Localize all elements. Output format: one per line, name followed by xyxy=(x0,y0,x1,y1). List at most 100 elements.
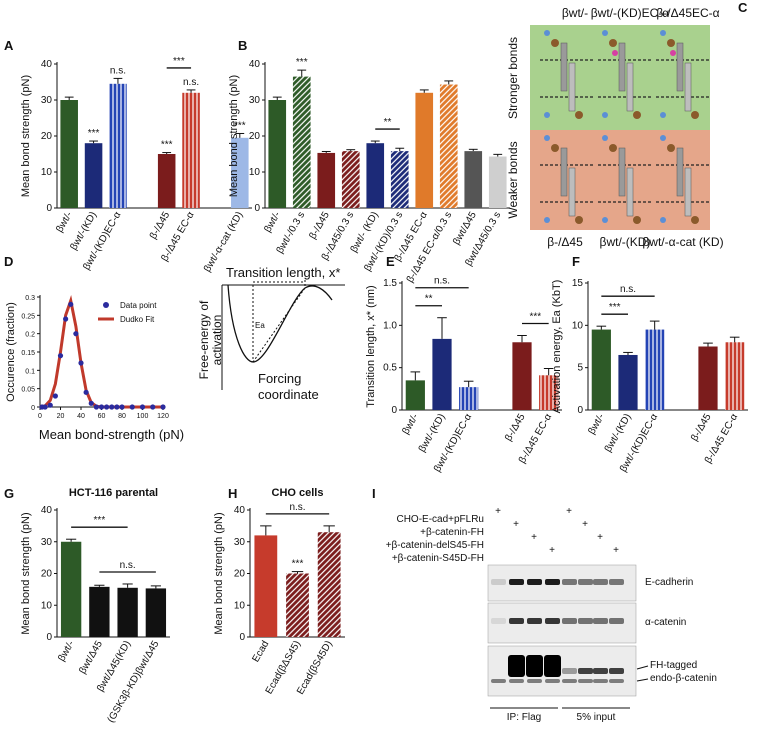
panel-letter: B xyxy=(238,38,247,53)
protein-blob xyxy=(667,39,675,47)
panel-letter: D xyxy=(4,254,13,269)
blot-band xyxy=(545,579,560,585)
y-tick-label: 15 xyxy=(572,278,584,289)
protein-blob xyxy=(633,216,641,224)
chart-title: CHO cells xyxy=(272,487,324,499)
significance-label: *** xyxy=(234,120,246,131)
column-label: β-/Δ45EC-α xyxy=(656,6,719,20)
condition-mark: + xyxy=(513,519,519,530)
cadherin-rod xyxy=(568,167,576,217)
x-tick-label: βwt/Δ45 xyxy=(77,639,105,676)
column-label: β-/Δ45 xyxy=(547,235,583,249)
condition-mark: + xyxy=(566,506,572,517)
panel-letter: E xyxy=(386,254,395,269)
y-tick-label: 20 xyxy=(41,569,53,580)
tag-arrow xyxy=(636,665,649,670)
blot-band xyxy=(593,679,608,683)
bar xyxy=(292,76,311,208)
protein-blob xyxy=(609,39,617,47)
y-tick-label: 20 xyxy=(41,131,53,142)
blot-band xyxy=(509,679,524,683)
bar xyxy=(341,151,360,208)
bar xyxy=(117,587,138,637)
cadherin-rod xyxy=(560,147,568,197)
y-tick-label: 10 xyxy=(249,167,261,178)
condition-mark: + xyxy=(597,532,603,543)
x-tick-label: β-/Δ45 xyxy=(503,412,528,444)
x-tick-label: 60 xyxy=(98,413,106,420)
blot-band xyxy=(593,618,608,624)
blot-band xyxy=(491,679,506,683)
blot-band xyxy=(545,679,560,683)
bar xyxy=(366,143,385,208)
y-axis-title: Occurence (fraction) xyxy=(5,302,17,402)
x-tick-label: 80 xyxy=(118,413,126,420)
y-tick-label: 0 xyxy=(254,203,260,214)
y-axis-title: Mean bond strength (pN) xyxy=(20,512,32,634)
significance-label: n.s. xyxy=(434,276,450,287)
data-point xyxy=(78,360,84,366)
bar xyxy=(459,387,479,410)
chart-title: HCT-116 parental xyxy=(69,487,158,499)
blot-band xyxy=(578,579,593,585)
protein-blob xyxy=(544,135,550,141)
protein-blob xyxy=(551,39,559,47)
energy-ylabel: Free-energy of xyxy=(197,300,211,379)
blot-band xyxy=(491,579,506,585)
data-point xyxy=(83,389,89,395)
column-label: βwt/-α-cat (KD) xyxy=(642,235,723,249)
protein-blob xyxy=(575,111,583,119)
condition-label: +β-catenin-FH xyxy=(420,527,484,538)
bar xyxy=(618,354,638,410)
band-label: endo-β-catenin xyxy=(650,673,717,684)
protein-blob xyxy=(544,217,550,223)
bar xyxy=(254,535,278,637)
bar xyxy=(231,137,249,208)
x-tick-label: β-/Δ45 EC-α/0.3 s xyxy=(405,210,454,285)
tag-arrow xyxy=(636,678,649,682)
cadherin-rod xyxy=(618,147,626,197)
condition-mark: + xyxy=(613,545,619,556)
y-tick-label: 10 xyxy=(234,600,246,611)
y-tick-label: 0.2 xyxy=(25,332,35,339)
energy-ylabel: activation xyxy=(210,315,224,366)
blot-band xyxy=(562,579,577,585)
energy-title: Transition length, x* xyxy=(226,265,340,280)
blot-band xyxy=(508,655,525,677)
condition-mark: + xyxy=(531,532,537,543)
band-label: FH-tagged xyxy=(650,660,697,671)
cadherin-rod xyxy=(626,167,634,217)
data-point xyxy=(68,301,74,307)
bar xyxy=(89,586,110,637)
significance-label: n.s. xyxy=(110,65,126,76)
bar xyxy=(84,143,103,208)
data-point xyxy=(109,404,115,410)
bar xyxy=(317,532,341,637)
x-axis-title: Mean bond-strength (pN) xyxy=(39,427,184,442)
bar xyxy=(432,338,452,410)
y-axis-title: Mean bond strength (pN) xyxy=(228,75,240,197)
data-point xyxy=(88,400,94,406)
data-point xyxy=(42,404,48,410)
legend-swatch xyxy=(103,302,109,308)
bar xyxy=(405,380,425,410)
y-tick-label: 0.15 xyxy=(21,350,35,357)
blot-band xyxy=(509,579,524,585)
panel-letter: I xyxy=(372,486,376,501)
protein-blob xyxy=(609,144,617,152)
significance-label: ** xyxy=(425,294,433,305)
protein-blob xyxy=(544,30,550,36)
bar xyxy=(60,100,78,208)
x-tick-label: 100 xyxy=(137,413,149,420)
y-tick-label: 10 xyxy=(41,167,53,178)
bar xyxy=(286,573,309,637)
blot-band xyxy=(578,679,593,683)
blot-band xyxy=(562,679,577,683)
protein-blob xyxy=(691,111,699,119)
x-tick-label: 120 xyxy=(157,413,169,420)
protein-blob xyxy=(660,30,666,36)
y-tick-label: 40 xyxy=(41,59,53,70)
protein-blob xyxy=(660,217,666,223)
x-tick-label: β-/Δ45 xyxy=(689,412,714,444)
blot-band xyxy=(544,655,561,677)
